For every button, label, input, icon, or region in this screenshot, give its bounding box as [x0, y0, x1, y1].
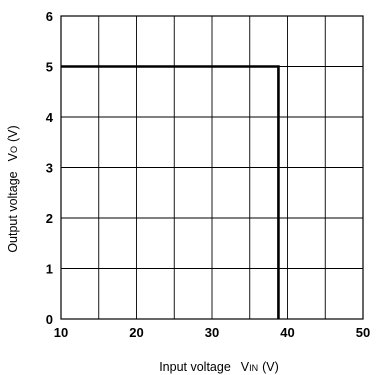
x-axis-unit: (V)	[262, 360, 279, 374]
y-tick-label: 0	[46, 312, 53, 327]
series-line	[61, 65, 280, 319]
x-tick-label: 10	[54, 325, 68, 340]
series-layer	[61, 65, 280, 319]
y-tick-label: 3	[46, 161, 53, 176]
y-axis-symbol: V	[6, 152, 20, 161]
x-axis-label: Input voltage VIN (V)	[159, 360, 279, 374]
y-tick-label: 5	[46, 60, 53, 75]
x-tick-label: 30	[205, 325, 219, 340]
y-tick-label: 1	[46, 262, 53, 277]
y-tick-label: 4	[46, 110, 54, 125]
y-axis-label-text: Output voltage	[6, 171, 20, 252]
x-axis-label-text: Input voltage	[159, 360, 231, 374]
y-axis-subscript: O	[9, 146, 19, 153]
y-tick-labels: 0 1 2 3 4 5 6	[46, 9, 54, 327]
x-tick-labels: 10 20 30 40 50	[54, 325, 370, 340]
plot-frame	[60, 15, 364, 320]
x-tick-label: 40	[280, 325, 294, 340]
y-tick-label: 2	[46, 211, 53, 226]
y-axis-label: Output voltage VO (V)	[6, 125, 20, 252]
grid	[60, 15, 364, 320]
x-tick-label: 20	[129, 325, 143, 340]
y-tick-label: 6	[46, 9, 53, 24]
x-tick-label: 50	[356, 325, 370, 340]
x-axis-subscript: IN	[249, 363, 258, 373]
y-axis-unit: (V)	[6, 125, 20, 142]
x-axis-symbol: V	[241, 360, 250, 374]
